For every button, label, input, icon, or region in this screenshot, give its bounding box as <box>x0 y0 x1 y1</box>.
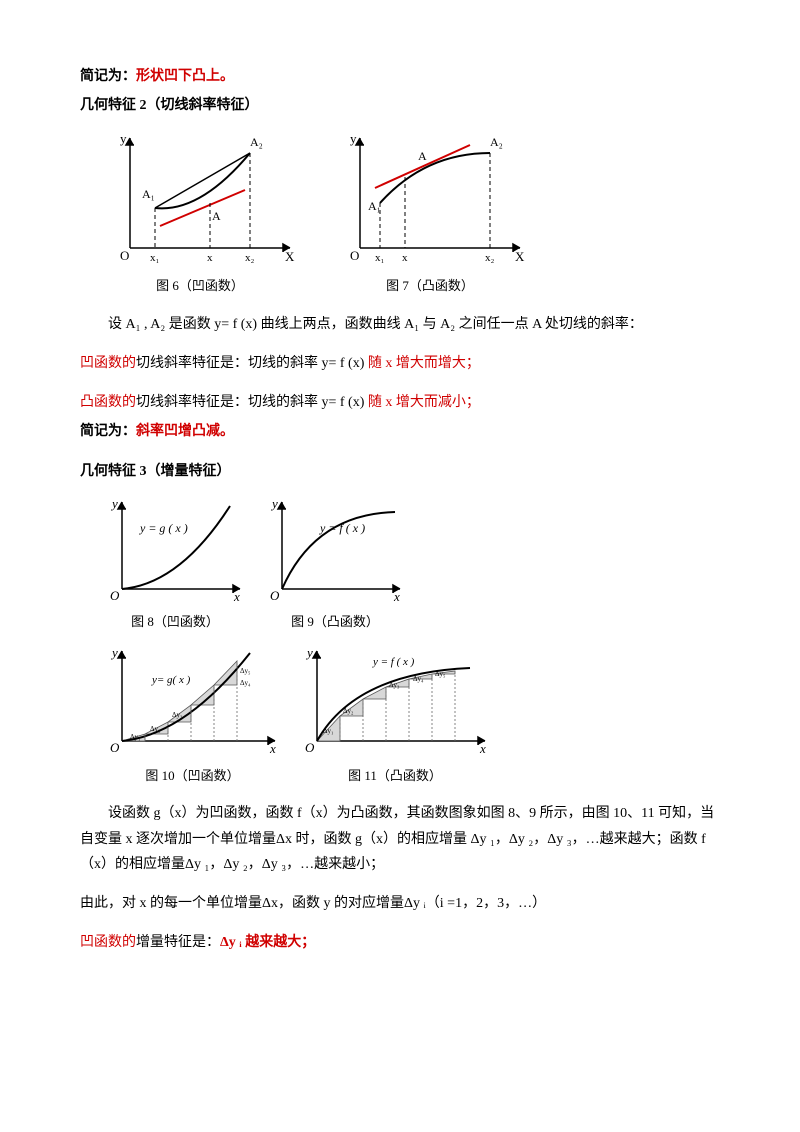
fig9-x: x <box>393 589 400 604</box>
figure-9: y x O y = f ( x ) 图 9（凸函数） <box>260 494 410 633</box>
fig7-a-label: A <box>418 149 427 163</box>
figure-7: y X O A₁ A₂ A x₁ x x₂ 图 7（凸函数） <box>330 128 530 297</box>
fig7-y-label: y <box>350 131 357 146</box>
fig9-eq: y = f ( x ) <box>319 521 365 535</box>
fig11-d3: Δy₃ <box>389 681 400 689</box>
fig7-a2-label: A₂ <box>490 135 503 149</box>
paragraph-desc1: 设函数 g（x）为凹函数，函数 f（x）为凸函数，其函数图象如图 8、9 所示，… <box>80 801 720 877</box>
summary-prefix: 简记为： <box>80 69 136 84</box>
fig6-x2-label: x₂ <box>245 252 255 264</box>
figure-6-svg: y X O A₁ A₂ A x₁ x x₂ <box>100 128 300 268</box>
paragraph-set: 设 A₁ , A₂ 是函数 y= f (x) 曲线上两点，函数曲线 A₁ 与 A… <box>80 312 720 337</box>
fig7-o-label: O <box>350 248 359 263</box>
fig6-y-label: y <box>120 131 127 146</box>
figure-9-caption: 图 9（凸函数） <box>291 610 379 633</box>
fig9-o: O <box>270 588 280 603</box>
figure-7-svg: y X O A₁ A₂ A x₁ x x₂ <box>330 128 530 268</box>
fig11-y: y <box>305 645 313 660</box>
figure-10: y x O y= g( x ) Δy₁ Δy₂ Δy₃ Δy₄ Δy₅ 图 10… <box>100 643 285 787</box>
figure-6-caption: 图 6（凹函数） <box>156 274 244 297</box>
convex-mid: 切线斜率特征是：切线的斜率 y= f (x) <box>136 395 368 410</box>
summary2-prefix: 简记为： <box>80 424 136 439</box>
fig8-o: O <box>110 588 120 603</box>
fig10-d2: Δy₂ <box>150 725 161 733</box>
fig11-eq: y = f ( x ) <box>372 656 415 668</box>
fig10-eq: y= g( x ) <box>151 674 191 686</box>
fig11-d4: Δy₄ <box>413 675 424 683</box>
fig9-y: y <box>270 496 278 511</box>
fig11-d2: Δy₂ <box>343 707 354 715</box>
fig8-x: x <box>233 589 240 604</box>
fig11-d1: Δy₁ <box>323 727 333 735</box>
fig6-a-label: A <box>212 209 221 223</box>
concave-prefix: 凹函数的 <box>80 356 136 371</box>
concave-red: 随 x 增大而增大； <box>368 356 480 371</box>
fig8-eq: y = g ( x ) <box>139 521 188 535</box>
summary-red: 形状凹下凸上。 <box>136 69 234 84</box>
increment-line: 凹函数的增量特征是：Δy ᵢ 越来越大； <box>80 930 720 955</box>
fig7-x-label: X <box>515 249 525 264</box>
fig6-x1-label: x₁ <box>150 252 160 264</box>
figure-6: y X O A₁ A₂ A x₁ x x₂ 图 6（凹函数） <box>100 128 300 297</box>
fig10-o: O <box>110 740 120 755</box>
fig6-a1-label: A₁ <box>142 187 155 201</box>
summary-line-2: 简记为：斜率凹增凸减。 <box>80 419 720 444</box>
convex-slope-line: 凸函数的切线斜率特征是：切线的斜率 y= f (x) 随 x 增大而减小； <box>80 390 720 415</box>
fig7-x1-label: x₁ <box>375 252 385 264</box>
inc-mid: 增量特征是： <box>136 935 220 950</box>
figure-11-caption: 图 11（凸函数） <box>348 764 442 787</box>
fig11-d5: Δy₅ <box>435 670 446 678</box>
figure-9-svg: y x O y = f ( x ) <box>260 494 410 604</box>
figure-11: y x O y = f ( x ) Δy₁ Δy₂ Δy₃ Δy₄ Δy₅ 图 … <box>295 643 495 787</box>
inc-prefix: 凹函数的 <box>80 935 136 950</box>
heading-3: 几何特征 3（增量特征） <box>80 459 720 484</box>
fig6-xm-label: x <box>207 252 213 264</box>
figure-8-caption: 图 8（凹函数） <box>131 610 219 633</box>
summary-line-1: 简记为：形状凹下凸上。 <box>80 64 720 89</box>
fig10-d4: Δy₄ <box>240 679 251 687</box>
figure-11-svg: y x O y = f ( x ) Δy₁ Δy₂ Δy₃ Δy₄ Δy₅ <box>295 643 495 758</box>
figure-row-8-9: y x O y = g ( x ) 图 8（凹函数） y x O y = f (… <box>100 494 720 633</box>
fig7-a1-label: A₁ <box>368 199 381 213</box>
convex-prefix: 凸函数的 <box>80 395 136 410</box>
fig11-x: x <box>479 741 486 756</box>
fig6-a2-label: A₂ <box>250 135 263 149</box>
fig7-x2-label: x₂ <box>485 252 495 264</box>
fig10-d1: Δy₁ <box>130 733 140 741</box>
fig10-d3: Δy₃ <box>172 711 183 719</box>
figure-row-10-11: y x O y= g( x ) Δy₁ Δy₂ Δy₃ Δy₄ Δy₅ 图 10… <box>100 643 720 787</box>
figure-8-svg: y x O y = g ( x ) <box>100 494 250 604</box>
concave-mid: 切线斜率特征是：切线的斜率 y= f (x) <box>136 356 368 371</box>
heading-2: 几何特征 2（切线斜率特征） <box>80 93 720 118</box>
figure-8: y x O y = g ( x ) 图 8（凹函数） <box>100 494 250 633</box>
inc-red: Δy ᵢ 越来越大； <box>220 935 315 950</box>
fig11-o: O <box>305 740 315 755</box>
fig6-x-label: X <box>285 249 295 264</box>
fig10-x: x <box>269 741 276 756</box>
figure-10-caption: 图 10（凹函数） <box>145 764 239 787</box>
fig10-y: y <box>110 645 118 660</box>
summary2-red: 斜率凹增凸减。 <box>136 424 234 439</box>
concave-slope-line: 凹函数的切线斜率特征是：切线的斜率 y= f (x) 随 x 增大而增大； <box>80 351 720 376</box>
fig10-d5: Δy₅ <box>240 667 251 675</box>
convex-red: 随 x 增大而减小； <box>368 395 480 410</box>
fig6-o-label: O <box>120 248 129 263</box>
fig7-xm-label: x <box>402 252 408 264</box>
paragraph-desc2: 由此，对 x 的每一个单位增量Δx，函数 y 的对应增量Δy ᵢ（i =1，2，… <box>80 891 720 916</box>
figure-7-caption: 图 7（凸函数） <box>386 274 474 297</box>
fig8-y: y <box>110 496 118 511</box>
figure-10-svg: y x O y= g( x ) Δy₁ Δy₂ Δy₃ Δy₄ Δy₅ <box>100 643 285 758</box>
figure-row-6-7: y X O A₁ A₂ A x₁ x x₂ 图 6（凹函数） <box>100 128 720 297</box>
